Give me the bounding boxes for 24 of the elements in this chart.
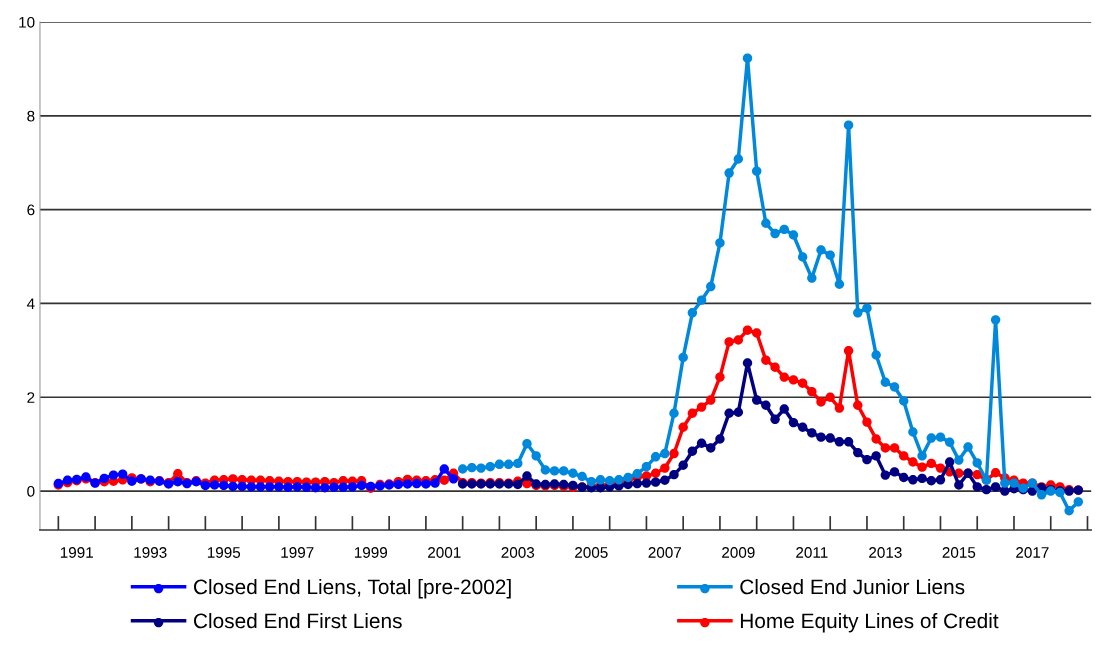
x-tick-label: 2013 — [869, 547, 902, 558]
x-tick-label: 2009 — [722, 547, 755, 558]
y-tick-label: 6 — [27, 204, 35, 216]
x-tick-label: 1995 — [207, 547, 241, 558]
y-tick-label: 0 — [27, 485, 35, 497]
legend-label: Home Equity Lines of Credit — [740, 612, 999, 633]
x-tick-label: 2005 — [575, 547, 608, 558]
y-tick-label: 2 — [27, 392, 35, 403]
x-tick-label: 2015 — [942, 547, 976, 558]
x-tick-label: 2007 — [648, 547, 682, 558]
x-tick-label: 1999 — [354, 547, 388, 558]
legend-label: Closed End First Liens — [193, 612, 402, 629]
x-tick-label: 1993 — [134, 547, 167, 558]
y-tick-label: 4 — [26, 298, 35, 309]
y-tick-label: 8 — [27, 110, 35, 122]
y-tick-label: 10 — [19, 16, 35, 28]
x-tick-label: 2001 — [428, 547, 461, 558]
legend-label: Closed End Liens, Total [pre-2002] — [193, 578, 511, 599]
legend-label: Closed End Junior Liens — [740, 578, 965, 595]
x-tick-label: 2011 — [796, 547, 828, 558]
x-tick-label: 1997 — [281, 547, 314, 558]
x-tick-label: 2003 — [501, 547, 535, 558]
x-tick-label: 1991 — [60, 547, 93, 558]
x-tick-label: 2017 — [1016, 547, 1049, 558]
